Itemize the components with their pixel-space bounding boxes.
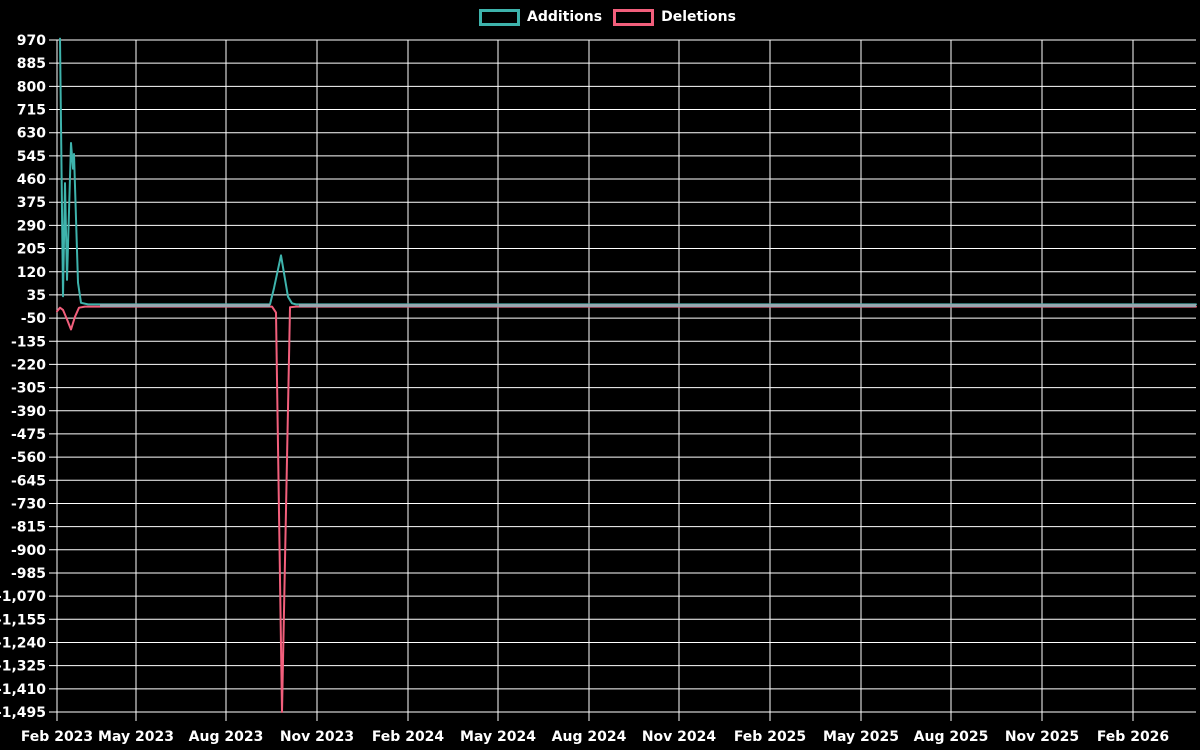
x-axis-tick-label: Feb 2026 (1097, 729, 1169, 745)
y-axis-tick-label: 205 (17, 242, 46, 258)
y-axis-tick-label: 460 (17, 172, 46, 188)
x-axis-tick-label: Feb 2025 (734, 729, 806, 745)
legend-item-deletions[interactable]: Deletions (613, 9, 736, 26)
y-axis-tick-label: -1,495 (0, 705, 46, 721)
legend-label-deletions: Deletions (661, 9, 736, 25)
y-axis-tick-label: 35 (27, 288, 46, 304)
y-axis-tick-label: -305 (11, 381, 46, 397)
y-axis-tick-label: -50 (21, 311, 47, 327)
x-axis-tick-label: May 2025 (823, 729, 899, 745)
y-axis-tick-label: -135 (11, 334, 46, 350)
y-axis-tick-label: 290 (17, 218, 46, 234)
y-axis-tick-label: -1,240 (0, 636, 46, 652)
x-axis-tick-label: Nov 2023 (280, 729, 354, 745)
x-axis-tick-label: Nov 2024 (642, 729, 717, 745)
y-axis-tick-label: 885 (17, 56, 46, 72)
deletions-swatch-icon (613, 9, 655, 26)
x-axis-tick-label: Aug 2025 (914, 729, 989, 745)
x-axis-tick-label: Aug 2024 (552, 729, 627, 745)
legend-item-additions[interactable]: Additions (479, 9, 602, 26)
y-axis-tick-label: -390 (11, 404, 46, 420)
deletions-line (56, 305, 1197, 713)
y-axis-tick-label: -1,070 (0, 589, 46, 605)
y-axis-tick-label: -220 (11, 357, 46, 373)
y-axis-tick-label: 120 (17, 265, 46, 281)
additions-swatch-icon (479, 9, 520, 26)
y-axis-tick-label: 970 (17, 33, 46, 49)
y-axis-tick-label: -900 (11, 543, 46, 559)
y-axis-tick-label: 800 (17, 79, 46, 95)
y-axis-tick-label: -730 (11, 496, 46, 512)
x-axis-tick-label: May 2024 (460, 729, 536, 745)
y-axis-tick-label: 630 (17, 126, 46, 142)
x-axis-tick-label: Feb 2024 (372, 729, 445, 745)
y-axis-tick-label: -560 (11, 450, 46, 466)
y-axis-tick-label: -1,325 (0, 659, 46, 675)
x-axis-tick-label: Nov 2025 (1005, 729, 1079, 745)
y-axis-tick-label: -985 (11, 566, 46, 582)
x-axis-tick-label: Aug 2023 (189, 729, 264, 745)
y-axis-tick-label: -645 (11, 473, 46, 489)
x-axis-tick-label: May 2023 (98, 729, 174, 745)
y-axis-tick-label: 375 (17, 195, 46, 211)
y-axis-tick-label: -1,410 (0, 682, 46, 698)
additions-line (59, 37, 1197, 306)
y-axis-tick-label: 715 (17, 103, 46, 119)
x-axis-tick-label: Feb 2023 (21, 729, 93, 745)
chart-legend: Additions Deletions (479, 8, 736, 27)
y-axis-tick-label: -475 (11, 427, 46, 443)
y-axis-tick-label: -1,155 (0, 612, 46, 628)
y-axis-tick-label: 545 (17, 149, 46, 165)
y-axis-tick-label: -815 (11, 520, 46, 536)
legend-label-additions: Additions (527, 9, 603, 25)
